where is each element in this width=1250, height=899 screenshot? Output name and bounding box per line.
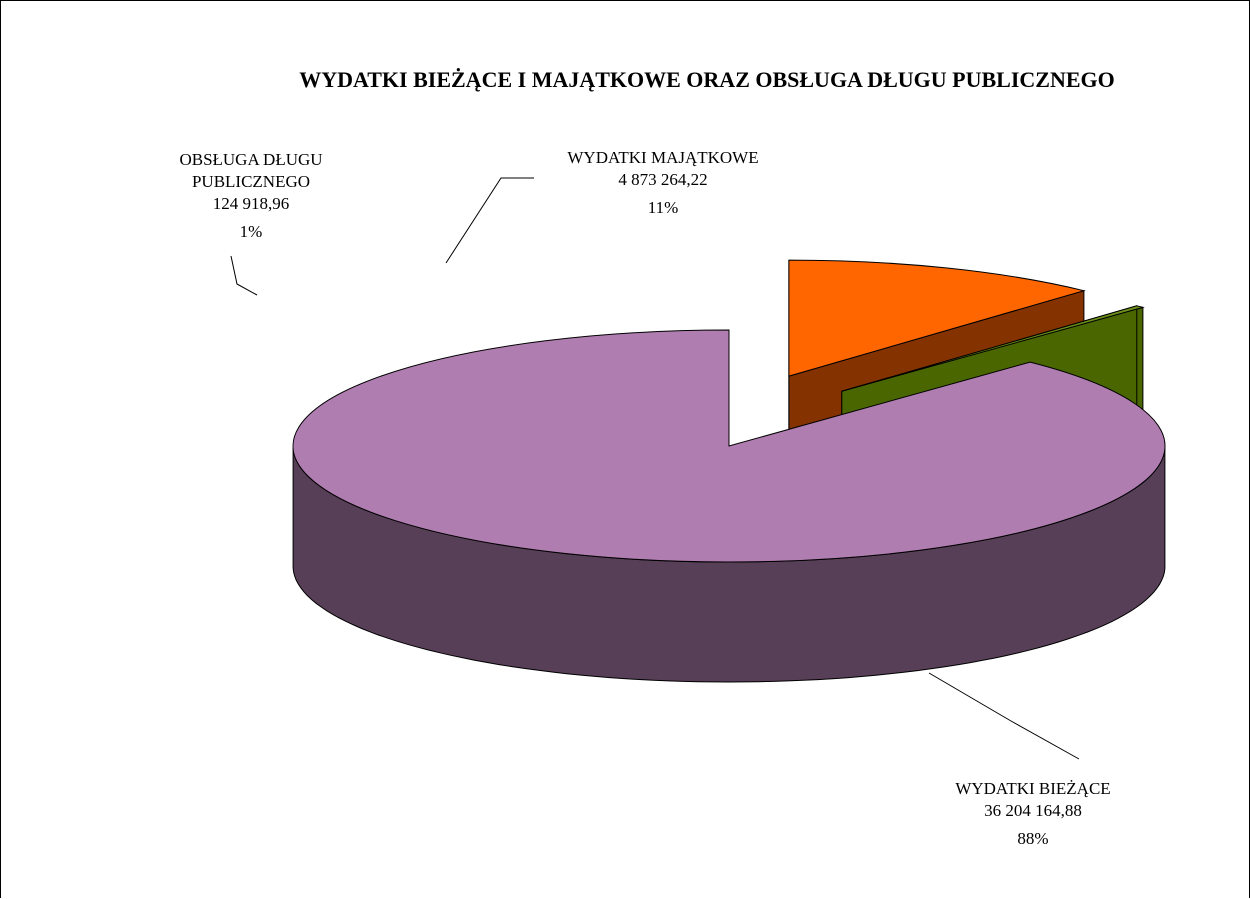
slice-label-text: WYDATKI BIEŻĄCE [955,779,1110,798]
slice-label-text: PUBLICZNEGO [192,172,310,191]
slice-value-text: 4 873 264,22 [618,170,707,189]
slice-label-text: WYDATKI MAJĄTKOWE [567,148,758,167]
slice-percent-text: 1% [240,222,263,241]
slice-value-text: 124 918,96 [213,194,290,213]
leader-line-2 [231,256,257,295]
pie-slices [293,260,1165,682]
leader-line-3 [446,178,534,263]
pie-slice-top [293,330,1165,562]
data-label-2: OBSŁUGA DŁUGU PUBLICZNEGO 124 918,96 1% [179,150,322,241]
chart-title: WYDATKI BIEŻĄCE I MAJĄTKOWE ORAZ OBSŁUGA… [299,67,1115,92]
pie-slice-1 [293,330,1165,682]
slice-percent-text: 11% [648,198,679,217]
slice-percent-text: 88% [1017,829,1048,848]
leader-line-1 [929,673,1079,759]
slice-label-text: OBSŁUGA DŁUGU [179,150,322,169]
data-label-3: WYDATKI MAJĄTKOWE 4 873 264,22 11% [567,148,758,217]
slice-value-text: 36 204 164,88 [984,801,1082,820]
data-label-1: WYDATKI BIEŻĄCE 36 204 164,88 88% [955,779,1110,848]
